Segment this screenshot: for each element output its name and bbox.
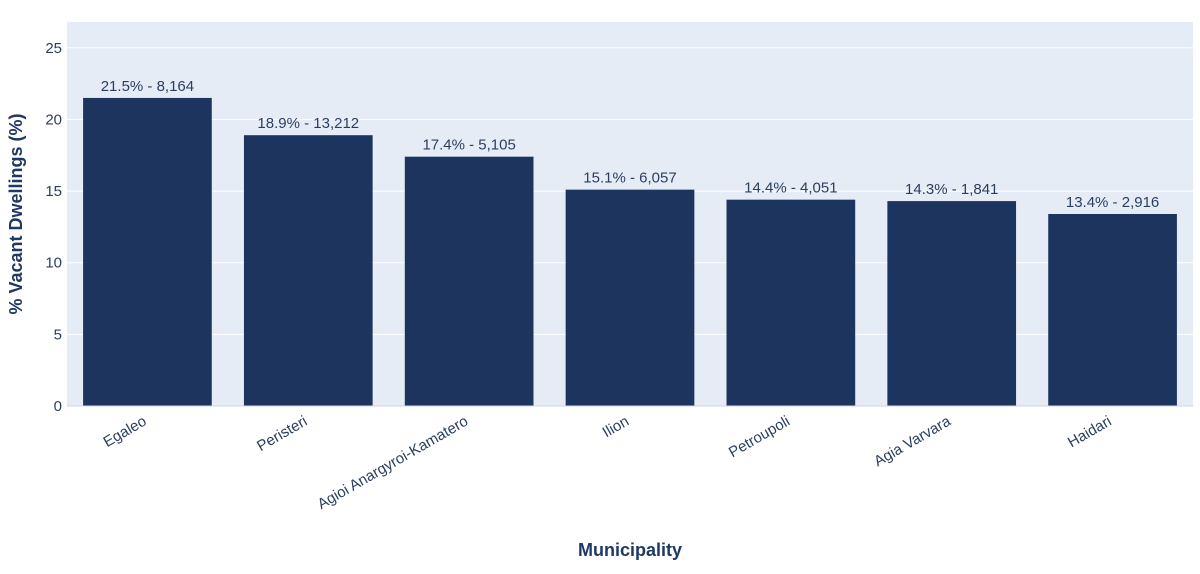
data-label: 18.9% - 13,212 [257,115,359,132]
bar [565,189,695,406]
x-tick-label: Agia Varvara [871,412,954,470]
data-label: 17.4% - 5,105 [422,137,515,154]
data-label: 13.4% - 2,916 [1066,194,1159,211]
y-tick-label: 25 [45,40,62,57]
x-tick-label: Egaleo [100,413,149,451]
x-tick-label: Agioi Anargyroi-Kamatero [315,413,472,513]
x-tick-label: Haidari [1065,413,1115,451]
data-label: 14.4% - 4,051 [744,180,837,197]
y-tick-label: 10 [45,255,62,272]
y-tick-label: 15 [45,183,62,200]
x-axis-title: Municipality [578,540,682,560]
y-tick-label: 20 [45,111,62,128]
y-tick-label: 0 [54,398,62,415]
x-tick-label: Ilion [600,413,632,441]
bar [726,199,856,406]
data-label: 21.5% - 8,164 [101,78,194,95]
bar [887,201,1017,406]
data-label: 14.3% - 1,841 [905,181,998,198]
data-label: 15.1% - 6,057 [583,170,676,187]
x-tick-label: Petroupoli [726,413,793,461]
bar [243,135,373,406]
bar [404,156,534,406]
bar [83,97,212,406]
x-tick-label: Peristeri [254,413,310,455]
y-tick-label: 5 [54,326,62,343]
bar [1048,214,1177,406]
y-axis-title: % Vacant Dwellings (%) [6,113,26,314]
